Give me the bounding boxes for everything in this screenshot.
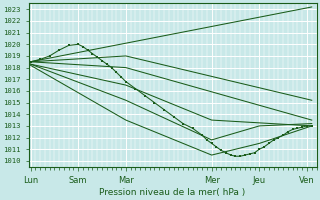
X-axis label: Pression niveau de la mer( hPa ): Pression niveau de la mer( hPa ) (100, 188, 246, 197)
